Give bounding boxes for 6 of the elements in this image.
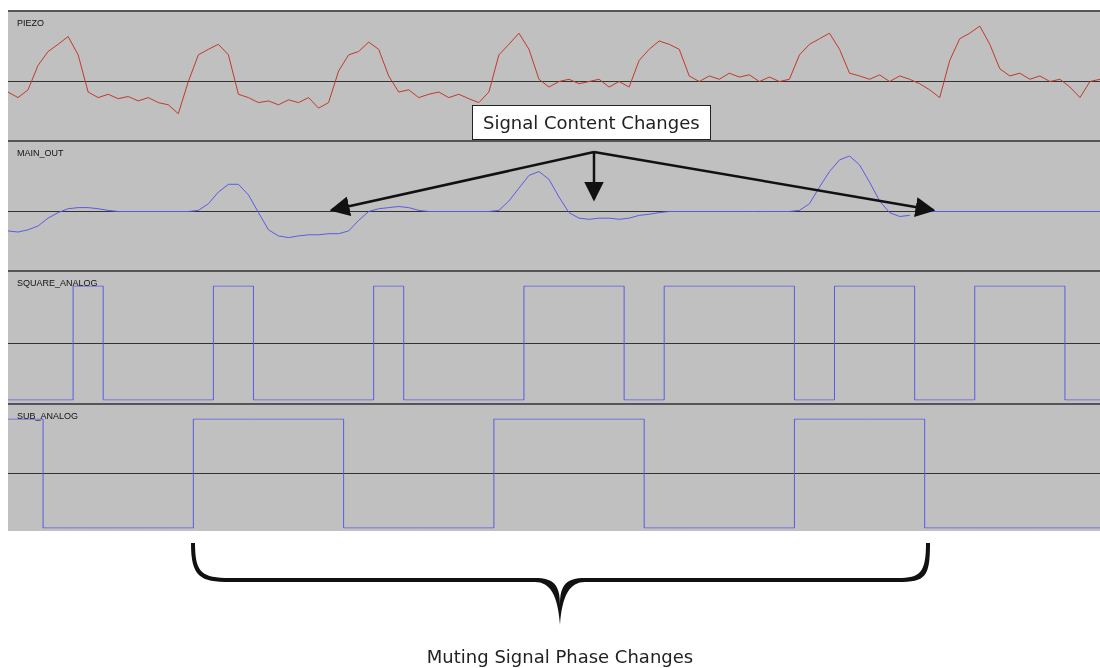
chart-title: SQUARE_ANALOG — [17, 277, 98, 288]
chart-title: MAIN_OUT — [17, 147, 65, 158]
chart-title: PIEZO — [17, 17, 45, 28]
chart-title: SUB_ANALOG — [17, 410, 79, 421]
annotation: Signal Content Changes — [472, 105, 711, 140]
text: Muting Signal Phase Changes — [426, 646, 694, 667]
